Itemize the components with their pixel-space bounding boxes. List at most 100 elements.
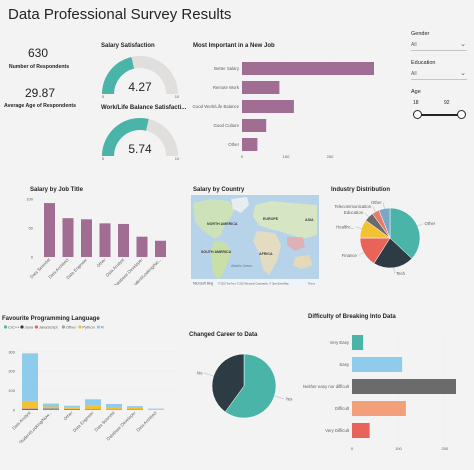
gauge-max: 10	[175, 156, 180, 161]
salary-gauge[interactable]: 4.27 0 10	[94, 52, 190, 100]
bar[interactable]	[352, 423, 370, 438]
bar[interactable]	[352, 335, 364, 350]
map-attribution: © 2023 TomTom, © 2023 Microsoft Corporat…	[218, 283, 289, 286]
difficulty-chart[interactable]: 0 100 200 Very Easy Easy Neither easy nor dif…	[298, 325, 470, 457]
bar[interactable]	[81, 219, 92, 257]
bar[interactable]	[352, 401, 406, 416]
bar-segment[interactable]	[22, 409, 38, 410]
slice-label: Other	[371, 200, 382, 205]
legend-marker[interactable]	[34, 325, 39, 329]
bar[interactable]	[242, 62, 374, 75]
worklife-gauge[interactable]: 5.74 0 10	[94, 114, 190, 162]
y-tick-label: 100	[26, 197, 33, 202]
x-tick-label: 0	[241, 154, 244, 159]
category-label: Good Culture	[213, 123, 239, 128]
map-label-europe: EUROPE	[263, 217, 279, 221]
legend-marker[interactable]	[96, 325, 101, 329]
bar-segment[interactable]	[127, 406, 143, 408]
bar-segment[interactable]	[22, 353, 38, 401]
respondents-label: Number of Respondents	[8, 64, 70, 70]
x-tick-label: 200	[442, 446, 449, 451]
bar-segment[interactable]	[64, 405, 80, 408]
map-landmass-greenland	[231, 197, 249, 213]
bar[interactable]	[155, 240, 166, 257]
y-tick-label: 200	[8, 369, 15, 374]
map-landmass-north-america	[193, 199, 235, 239]
bar[interactable]	[242, 138, 258, 151]
salary-satisfaction-title: Salary Satisfaction	[101, 43, 155, 49]
bar[interactable]	[99, 223, 111, 257]
bar[interactable]	[242, 119, 267, 132]
bar-segment[interactable]	[43, 408, 59, 410]
category-label: Other	[96, 257, 108, 269]
legend-marker[interactable]	[61, 325, 65, 329]
legend-marker[interactable]	[78, 325, 82, 329]
bar[interactable]	[242, 81, 280, 94]
category-label: Difficult	[335, 406, 350, 411]
industry-chart[interactable]: Other Tech Finance Healthc... EducationTelec…	[326, 196, 456, 286]
education-slicer-value: All	[411, 71, 417, 77]
education-slicer-label: Education	[411, 60, 436, 66]
map-label-ocean: Atlantic Ocean	[230, 264, 252, 268]
leader-line	[364, 212, 369, 217]
respondents-value: 630	[27, 46, 49, 60]
map-label-asia: ASIA	[305, 218, 314, 222]
category-label: Easy	[339, 362, 349, 367]
bar-segment[interactable]	[127, 407, 143, 410]
bar[interactable]	[352, 379, 456, 394]
pie-slice[interactable]	[378, 207, 391, 239]
language-chart[interactable]: C/C++ Java JavaScript Other Python R 0 100 200 30…	[0, 323, 178, 443]
leader-line	[358, 252, 364, 256]
category-label: Very Difficult	[325, 428, 350, 433]
pie-slice[interactable]	[373, 237, 413, 269]
legend-marker[interactable]	[3, 325, 8, 329]
bar-segment[interactable]	[22, 400, 38, 409]
bar-segment[interactable]	[64, 407, 80, 409]
bar[interactable]	[242, 100, 294, 113]
bar[interactable]	[44, 203, 55, 257]
slice-label: Education	[344, 210, 364, 215]
gender-slicer-label: Gender	[411, 31, 430, 37]
bar[interactable]	[118, 223, 129, 257]
bar-segment[interactable]	[148, 409, 164, 410]
category-label: Data Engineer	[72, 410, 95, 433]
bar[interactable]	[352, 357, 403, 372]
education-slicer[interactable]: All ⌄	[411, 69, 467, 80]
age-slider-max-handle[interactable]	[457, 110, 466, 119]
age-max-value: 92	[444, 100, 450, 106]
gauge-min: 0	[102, 94, 105, 99]
language-title: Favourite Programming Language	[2, 316, 100, 322]
bar[interactable]	[136, 236, 148, 257]
legend-marker[interactable]	[20, 325, 24, 329]
bar[interactable]	[62, 218, 74, 257]
important-chart[interactable]: 0 100 200 Better Salary Remote Work Good Work…	[190, 52, 390, 164]
bar-segment[interactable]	[85, 405, 101, 410]
bar-segment[interactable]	[106, 403, 122, 408]
career-chart[interactable]: Yes No	[190, 340, 300, 440]
legend-label: JavaScript	[39, 325, 59, 330]
category-label: Other	[228, 142, 239, 147]
category-label: Other	[63, 410, 75, 422]
gender-slicer[interactable]: All ⌄	[411, 40, 467, 51]
bar-segment[interactable]	[85, 399, 101, 406]
chevron-down-icon: ⌄	[460, 70, 466, 77]
x-tick-label: 200	[327, 154, 334, 159]
bar-segment[interactable]	[106, 407, 122, 410]
map-logo: Microsoft Bing	[193, 282, 213, 286]
salary-map[interactable]: NORTH AMERICA EUROPE ASIA SOUTH AMERICA …	[191, 195, 319, 286]
map-highlight-region	[287, 237, 305, 251]
y-tick-label: 0	[31, 255, 34, 260]
age-slider-min-handle[interactable]	[413, 110, 422, 119]
bar-segment[interactable]	[148, 408, 164, 410]
age-slider-track[interactable]	[417, 114, 461, 116]
pie-slice[interactable]	[211, 353, 245, 413]
slice-label: Other	[425, 221, 436, 226]
legend-label: Other	[66, 325, 77, 330]
bar-segment[interactable]	[43, 403, 59, 407]
leader-line	[383, 202, 385, 209]
leader-line	[393, 267, 395, 274]
bar-segment[interactable]	[43, 406, 59, 409]
gauge-fill	[102, 118, 149, 156]
leader-line	[274, 395, 285, 400]
